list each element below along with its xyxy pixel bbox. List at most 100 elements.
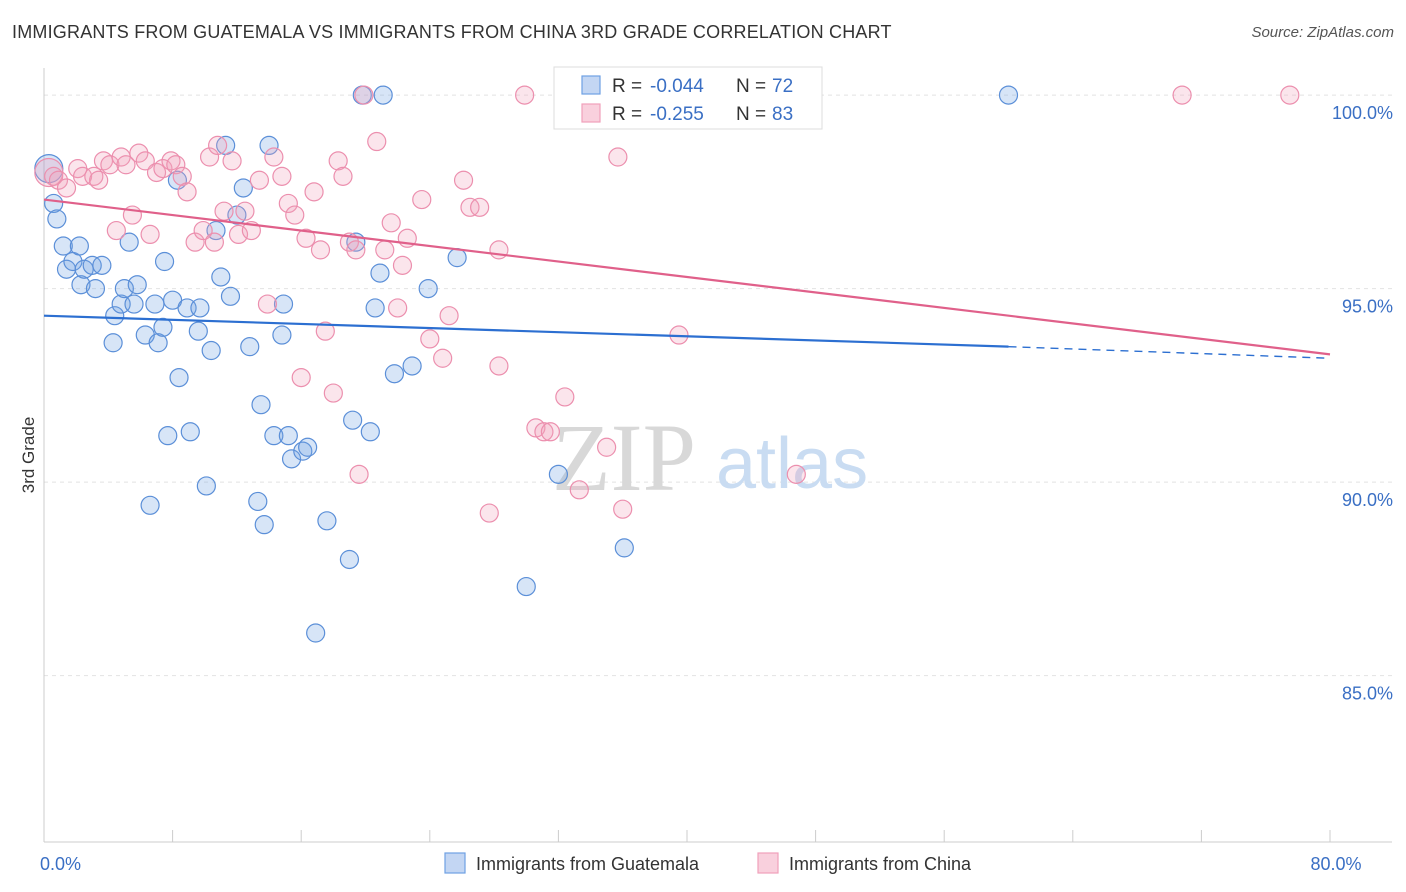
guatemala-point xyxy=(145,294,165,314)
guatemala-point xyxy=(82,255,102,275)
guatemala-point xyxy=(190,298,210,318)
china-point xyxy=(235,201,255,221)
china-point xyxy=(1172,85,1192,105)
china-point xyxy=(177,182,197,202)
china-point xyxy=(106,220,126,241)
stats-swatch-guatemala xyxy=(581,75,601,95)
china-point xyxy=(296,228,316,248)
china-point xyxy=(278,193,298,214)
china-point xyxy=(613,499,633,519)
china-point xyxy=(534,422,554,442)
guatemala-point xyxy=(220,286,241,306)
guatemala-point xyxy=(548,464,569,484)
guatemala-point xyxy=(273,294,294,314)
china-point xyxy=(89,170,109,190)
china-point xyxy=(214,201,234,221)
stats-n-value: 83 xyxy=(772,104,793,125)
x-tick-label: 0.0% xyxy=(40,854,81,874)
china-point xyxy=(222,151,242,171)
china-point xyxy=(555,387,575,407)
china-point xyxy=(433,348,453,368)
guatemala-point xyxy=(418,278,438,299)
guatemala-point xyxy=(92,255,112,275)
china-point xyxy=(100,155,120,175)
china-point xyxy=(315,321,335,341)
stats-r-value: -0.044 xyxy=(650,76,704,97)
china-point xyxy=(140,224,160,245)
china-point xyxy=(367,131,387,152)
guatemala-point xyxy=(127,275,147,295)
legend-swatch-guatemala xyxy=(444,852,466,874)
guatemala-point xyxy=(47,209,67,229)
guatemala-point xyxy=(188,321,208,341)
china-point xyxy=(439,306,459,326)
guatemala-trend-extension xyxy=(1008,345,1331,359)
y-tick-labels: 100.0% 95.0% 90.0% 85.0% xyxy=(1332,103,1393,704)
legend-swatch-china xyxy=(757,852,779,874)
guatemala-point xyxy=(158,426,178,446)
china-point xyxy=(135,151,155,171)
china-point xyxy=(515,85,535,105)
guatemala-point xyxy=(384,364,405,384)
guatemala-trend-line xyxy=(43,314,1009,348)
stats-r-value: -0.255 xyxy=(650,104,704,125)
china-point xyxy=(48,170,69,190)
stats-r-label: R = xyxy=(612,104,642,125)
china-point xyxy=(460,197,480,217)
china-point xyxy=(354,85,374,105)
china-point xyxy=(285,205,305,225)
x-tick-labels: 0.0% 80.0% xyxy=(40,854,1362,874)
china-point xyxy=(264,147,284,167)
guatemala-point xyxy=(71,275,91,295)
stats-n-value: 72 xyxy=(772,76,793,97)
china-point xyxy=(608,147,628,167)
stats-box: R = -0.044 N = 72 R = -0.255 N = 83 xyxy=(553,66,823,130)
guatemala-point xyxy=(140,495,160,515)
y-tick-label: 95.0% xyxy=(1342,297,1393,317)
y-tick-label: 90.0% xyxy=(1342,490,1393,510)
guatemala-point xyxy=(248,491,268,512)
guatemala-point xyxy=(998,85,1019,105)
china-point xyxy=(304,182,324,202)
source-label: Source: ZipAtlas.com xyxy=(1251,24,1394,41)
watermark-atlas: atlas xyxy=(716,424,868,504)
guatemala-point xyxy=(360,422,380,442)
guatemala-point xyxy=(447,248,467,268)
china-point xyxy=(228,224,249,245)
china-point xyxy=(129,143,149,163)
guatemala-point xyxy=(298,437,318,457)
watermark-zip: ZIP xyxy=(552,404,696,511)
china-point xyxy=(392,255,413,275)
guatemala-point xyxy=(317,511,337,531)
guatemala-point xyxy=(306,623,326,643)
guatemala-point xyxy=(614,538,634,558)
guatemala-point xyxy=(370,263,390,283)
stats-n-label: N = xyxy=(736,104,766,125)
china-point xyxy=(381,213,401,233)
trend-lines xyxy=(43,198,1331,359)
china-point xyxy=(208,135,228,155)
china-point xyxy=(204,232,224,252)
guatemala-point xyxy=(154,251,175,272)
guatemala-point xyxy=(343,410,363,430)
guatemala-point xyxy=(114,278,134,299)
guatemala-point xyxy=(254,515,274,535)
guatemala-point xyxy=(251,395,271,415)
china-point xyxy=(153,159,173,179)
china-point xyxy=(310,240,331,260)
china-point xyxy=(597,437,617,457)
china-point xyxy=(56,178,77,198)
china-point xyxy=(172,166,192,186)
watermark: ZIP atlas xyxy=(552,404,868,511)
chart-title: IMMIGRANTS FROM GUATEMALA VS IMMIGRANTS … xyxy=(12,22,892,42)
guatemala-point xyxy=(281,449,302,469)
y-tick-label: 100.0% xyxy=(1332,103,1393,123)
x-tick-label: 80.0% xyxy=(1310,854,1361,874)
guatemala-point xyxy=(278,426,298,446)
china-point xyxy=(470,197,490,217)
stats-swatch-china xyxy=(581,103,601,123)
china-point xyxy=(412,189,432,210)
y-axis-label: 3rd Grade xyxy=(19,417,38,494)
guatemala-point xyxy=(105,306,125,326)
china-trend-line xyxy=(43,198,1331,356)
